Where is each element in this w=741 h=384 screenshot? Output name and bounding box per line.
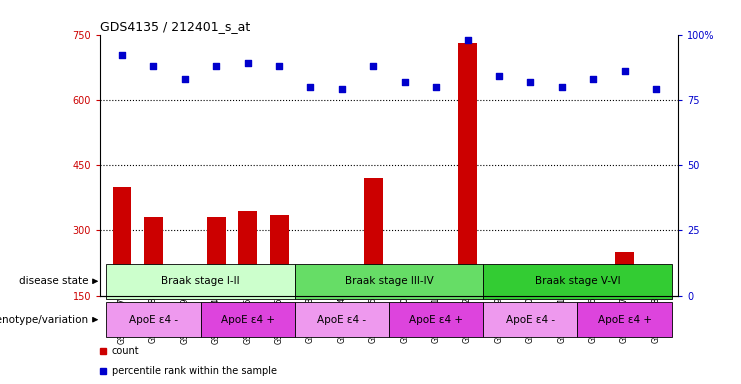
Text: ApoE ε4 -: ApoE ε4 - xyxy=(317,314,367,325)
Point xyxy=(210,63,222,69)
Bar xyxy=(552,289,571,361)
Bar xyxy=(647,293,665,361)
Point xyxy=(588,76,599,82)
Text: GDS4135 / 212401_s_at: GDS4135 / 212401_s_at xyxy=(100,20,250,33)
Point xyxy=(431,84,442,90)
Text: count: count xyxy=(112,346,139,356)
Text: disease state: disease state xyxy=(19,276,88,286)
Bar xyxy=(201,302,295,337)
Point xyxy=(179,76,190,82)
Bar xyxy=(483,302,577,337)
Bar xyxy=(270,215,288,361)
Point xyxy=(619,68,631,74)
Bar xyxy=(106,302,201,337)
Text: genotype/variation: genotype/variation xyxy=(0,314,88,325)
Text: ApoE ε4 +: ApoE ε4 + xyxy=(221,314,275,325)
Bar xyxy=(333,295,351,361)
Text: ApoE ε4 +: ApoE ε4 + xyxy=(597,314,651,325)
Point xyxy=(462,37,473,43)
Bar xyxy=(395,285,414,361)
Bar xyxy=(577,302,672,337)
Point xyxy=(336,86,348,93)
Bar xyxy=(458,43,477,361)
Point xyxy=(116,52,128,58)
Point xyxy=(650,86,662,93)
Bar xyxy=(490,267,508,361)
Point xyxy=(399,78,411,84)
Point xyxy=(368,63,379,69)
Text: Braak stage V-VI: Braak stage V-VI xyxy=(535,276,620,286)
Point xyxy=(556,84,568,90)
Point xyxy=(305,84,316,90)
Bar xyxy=(301,296,320,361)
Bar xyxy=(176,267,194,361)
Text: ApoE ε4 -: ApoE ε4 - xyxy=(129,314,178,325)
Text: ApoE ε4 -: ApoE ε4 - xyxy=(506,314,555,325)
Text: percentile rank within the sample: percentile rank within the sample xyxy=(112,366,277,376)
Point xyxy=(147,63,159,69)
Bar xyxy=(521,276,539,361)
Point xyxy=(273,63,285,69)
Bar xyxy=(106,264,295,299)
Bar xyxy=(584,285,602,361)
Text: Braak stage III-IV: Braak stage III-IV xyxy=(345,276,433,286)
Bar xyxy=(144,217,163,361)
Bar xyxy=(295,302,389,337)
Bar xyxy=(239,211,257,361)
Bar xyxy=(615,252,634,361)
Text: Braak stage I-II: Braak stage I-II xyxy=(162,276,240,286)
Text: ApoE ε4 +: ApoE ε4 + xyxy=(409,314,463,325)
Bar xyxy=(295,264,483,299)
Bar xyxy=(483,264,672,299)
Bar xyxy=(427,290,445,361)
Bar xyxy=(364,178,383,361)
Point xyxy=(242,60,253,66)
Point xyxy=(525,78,536,84)
Point xyxy=(493,73,505,79)
Bar xyxy=(207,217,226,361)
Bar xyxy=(389,302,483,337)
Bar xyxy=(113,187,131,361)
